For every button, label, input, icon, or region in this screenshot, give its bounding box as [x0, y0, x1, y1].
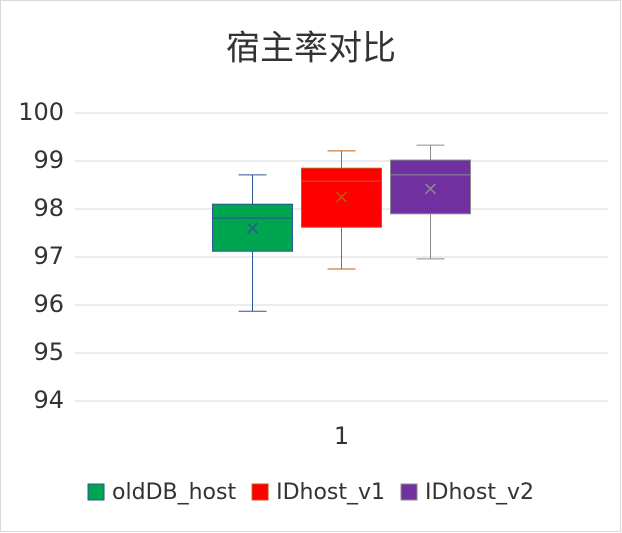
box [390, 159, 471, 215]
y-tick-label: 98 [33, 194, 64, 222]
mean-marker [335, 191, 348, 203]
y-tick-label: 97 [33, 242, 64, 270]
legend-label: IDhost_v1 [276, 480, 385, 505]
legend-swatch [400, 483, 418, 501]
legend-label: IDhost_v2 [425, 480, 534, 505]
mean-marker [246, 222, 259, 234]
y-tick-label: 99 [33, 146, 64, 174]
y-tick-label: 95 [33, 338, 64, 366]
legend-swatch [251, 483, 269, 501]
legend-swatch [87, 483, 105, 501]
y-tick-label: 94 [33, 386, 64, 414]
chart-title: 宿主率对比 [226, 29, 396, 69]
x-tick-label: 1 [334, 422, 349, 450]
y-tick-label: 96 [33, 290, 64, 318]
mean-marker [424, 183, 437, 195]
y-tick-label: 100 [18, 98, 64, 126]
legend-label: oldDB_host [112, 480, 236, 505]
